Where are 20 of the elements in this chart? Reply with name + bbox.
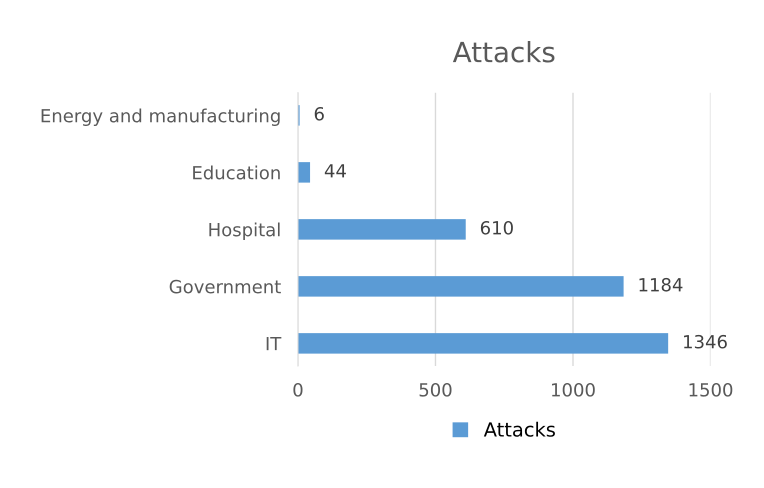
y-tick-label: IT — [266, 337, 282, 350]
x-tick-label: 1000 — [552, 382, 595, 397]
bar — [298, 219, 466, 240]
bar — [298, 333, 668, 354]
x-tick-label: 0 — [293, 382, 303, 397]
legend-label: Attacks — [484, 422, 555, 437]
x-tick-label: 500 — [420, 382, 452, 397]
data-label: 1184 — [639, 278, 682, 292]
x-tick-label: 1500 — [690, 382, 732, 397]
y-tick-label: Government — [170, 280, 281, 294]
y-tick-label: Energy and manufacturing — [42, 108, 280, 126]
bar — [298, 162, 310, 183]
data-label: 610 — [480, 220, 513, 235]
bar — [298, 276, 624, 297]
y-tick-label: Education — [193, 166, 280, 180]
data-label: 6 — [314, 106, 324, 121]
data-label: 1346 — [684, 334, 727, 349]
data-label: 44 — [324, 164, 346, 178]
chart-title: Attacks — [452, 41, 554, 63]
y-tick-label: Hospital — [209, 222, 280, 240]
